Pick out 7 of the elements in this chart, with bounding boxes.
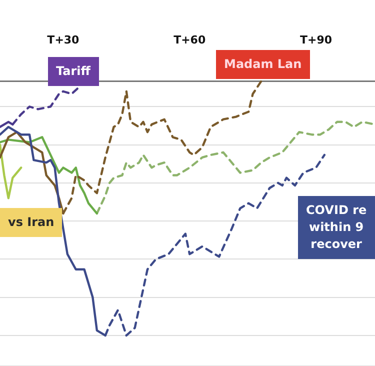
annotation: COVID re within 9 recover [298, 196, 375, 259]
x-tick-label: T+90 [300, 33, 332, 46]
text: Madam Lan [216, 50, 310, 79]
x-tick-label: T+30 [47, 33, 80, 46]
text: Tariff [48, 57, 98, 86]
annotation: vs Iran [0, 208, 62, 237]
x-tick-label: T+60 [174, 33, 206, 46]
